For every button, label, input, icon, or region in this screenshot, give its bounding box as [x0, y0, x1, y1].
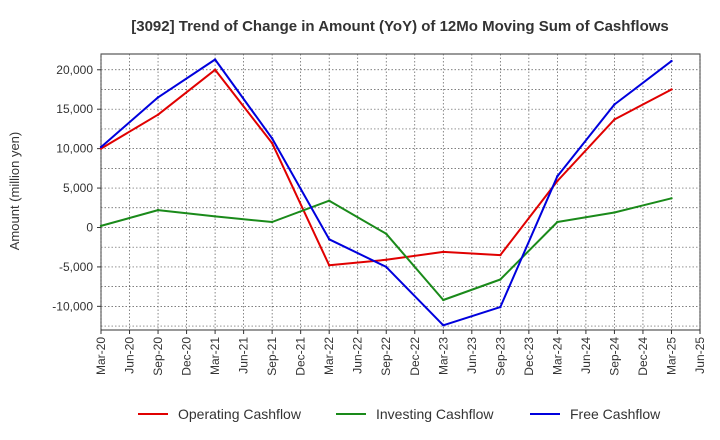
y-tick-label: 0	[86, 220, 93, 234]
investing-cashflow-point	[213, 215, 217, 218]
operating-cashflow-point	[327, 264, 331, 267]
series-lines	[99, 58, 673, 327]
investing-cashflow-point	[670, 197, 673, 200]
x-tick-label: Jun-25	[693, 337, 707, 374]
investing-cashflow-point	[156, 208, 160, 212]
y-tick-label: 20,000	[56, 63, 93, 77]
x-tick-label: Mar-21	[208, 337, 222, 375]
operating-cashflow-point	[156, 113, 160, 116]
x-tick-label: Mar-23	[436, 337, 450, 375]
x-tick-label: Jun-24	[579, 337, 593, 374]
free-cashflow-point	[442, 324, 445, 327]
x-tick-label: Sep-20	[151, 337, 165, 376]
x-tick-label: Mar-20	[94, 337, 108, 375]
investing-cashflow-point	[442, 298, 445, 302]
investing-cashflow-point	[556, 220, 559, 224]
grid	[100, 53, 701, 331]
y-tick-label: 5,000	[63, 181, 93, 195]
operating-cashflow-point	[556, 179, 559, 183]
operating-cashflow-point	[385, 258, 388, 262]
free-cashflow-point	[499, 305, 502, 309]
investing-cashflow-point	[385, 232, 388, 235]
x-tick-label: Dec-22	[408, 337, 422, 376]
x-tick-label: Sep-21	[265, 337, 279, 376]
plot-area	[100, 53, 701, 331]
y-tick-label: 10,000	[56, 142, 93, 156]
operating-cashflow-point	[613, 118, 616, 121]
free-cashflow-point	[99, 145, 103, 149]
x-tick-label: Jun-21	[237, 337, 251, 374]
x-tick-label: Dec-23	[522, 337, 536, 376]
free-cashflow-point	[213, 58, 217, 61]
free-cashflow-point	[613, 103, 616, 106]
free-cashflow-point	[156, 96, 160, 99]
x-tick-label: Mar-24	[550, 337, 564, 375]
operating-cashflow-point	[442, 250, 445, 254]
free-cashflow-point	[385, 265, 388, 269]
x-tick-label: Jun-23	[465, 337, 479, 374]
x-tick-label: Mar-25	[664, 337, 678, 375]
legend-label-investing-cashflow: Investing Cashflow	[376, 406, 494, 422]
y-tick-label: -10,000	[52, 299, 93, 313]
axes: Mar-20 Jun-20 Sep-20 Dec-20 Mar-21 Jun-21 Sep-…	[52, 63, 707, 376]
x-tick-label: Sep-24	[607, 337, 621, 376]
y-tick-label: 15,000	[56, 102, 93, 116]
y-axis-label: Amount (million yen)	[7, 132, 22, 251]
investing-cashflow-point	[270, 220, 274, 224]
x-tick-label: Dec-20	[180, 337, 194, 376]
free-cashflow-point	[670, 59, 673, 63]
x-tick-label: Dec-24	[636, 337, 650, 376]
free-cashflow-point	[327, 238, 331, 241]
x-tick-label: Mar-22	[322, 337, 336, 375]
operating-cashflow-point	[670, 88, 673, 91]
investing-cashflow-point	[613, 211, 616, 214]
operating-cashflow-point	[499, 253, 502, 257]
legend: Operating Cashflow Investing Cashflow Free…	[138, 406, 661, 422]
legend-label-operating-cashflow: Operating Cashflow	[178, 406, 302, 422]
investing-cashflow-point	[99, 224, 103, 228]
free-cashflow-point	[556, 175, 559, 178]
y-tick-label: -5,000	[59, 260, 93, 274]
operating-cashflow-point	[213, 68, 217, 71]
chart-title: [3092] Trend of Change in Amount (YoY) o…	[131, 18, 669, 35]
x-tick-label: Jun-22	[351, 337, 365, 374]
investing-cashflow-point	[327, 199, 331, 202]
operating-cashflow-point	[270, 141, 274, 145]
x-tick-label: Sep-22	[379, 337, 393, 376]
free-cashflow-point	[270, 137, 274, 140]
legend-label-free-cashflow: Free Cashflow	[570, 406, 661, 422]
investing-cashflow-point	[499, 278, 502, 281]
x-tick-label: Jun-20	[123, 337, 137, 374]
x-tick-label: Dec-21	[294, 337, 308, 376]
x-tick-label: Sep-23	[493, 337, 507, 376]
